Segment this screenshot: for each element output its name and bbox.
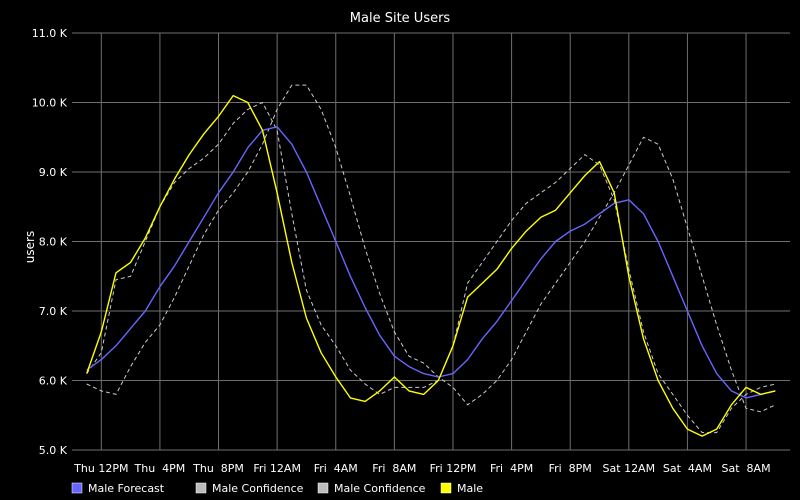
x-tick-label: Thu 4PM — [134, 462, 186, 475]
y-tick-label: 9.0 K — [39, 166, 68, 179]
legend-label: Male — [457, 482, 483, 495]
x-tick-label: Fri 8PM — [549, 462, 592, 475]
y-axis-ticks: 5.0 K 6.0 K 7.0 K 8.0 K 9.0 K 10.0 K 11.0 K — [32, 27, 68, 457]
series-line-male — [86, 94, 776, 437]
x-tick-label: Sat 8AM — [722, 462, 771, 475]
y-tick-label: 10.0 K — [32, 97, 68, 110]
legend-swatch — [195, 482, 207, 494]
series-line-male-confidence-2 — [86, 102, 776, 434]
y-tick-label: 5.0 K — [39, 444, 68, 457]
x-tick-label: Fri 4AM — [314, 462, 358, 475]
series-line-male-forecast — [86, 126, 776, 399]
chart-title: Male Site Users — [350, 11, 451, 26]
legend-swatch — [71, 482, 83, 494]
legend-swatch — [440, 482, 452, 494]
x-tick-label: Fri 12PM — [430, 462, 477, 475]
x-tick-label: Thu 8PM — [192, 462, 244, 475]
legend-label: Male Confidence — [212, 482, 304, 495]
x-tick-label: Sat 12AM — [603, 462, 656, 475]
y-tick-label: 11.0 K — [32, 27, 68, 40]
y-tick-label: 7.0 K — [39, 305, 68, 318]
y-axis-label: users — [23, 231, 37, 263]
series-line-male-confidence — [86, 84, 776, 413]
legend-label: Male Forecast — [88, 482, 165, 495]
legend: Male Forecast Male Confidence Male Confide… — [71, 482, 483, 495]
legend-label: Male Confidence — [334, 482, 426, 495]
series-lines — [86, 84, 776, 437]
y-tick-label: 8.0 K — [39, 236, 68, 249]
grid — [72, 32, 790, 451]
y-tick-label: 6.0 K — [39, 375, 68, 388]
x-axis-ticks: Thu 12PM Thu 4PM Thu 8PM Fri 12AM Fri 4AM Fri… — [73, 462, 770, 475]
x-tick-label: Fri 12AM — [253, 462, 301, 475]
legend-swatch — [317, 482, 329, 494]
x-tick-label: Fri 8AM — [372, 462, 416, 475]
x-tick-label: Sat 4AM — [663, 462, 712, 475]
x-tick-label: Thu 12PM — [73, 462, 128, 475]
x-tick-label: Fri 4PM — [490, 462, 533, 475]
